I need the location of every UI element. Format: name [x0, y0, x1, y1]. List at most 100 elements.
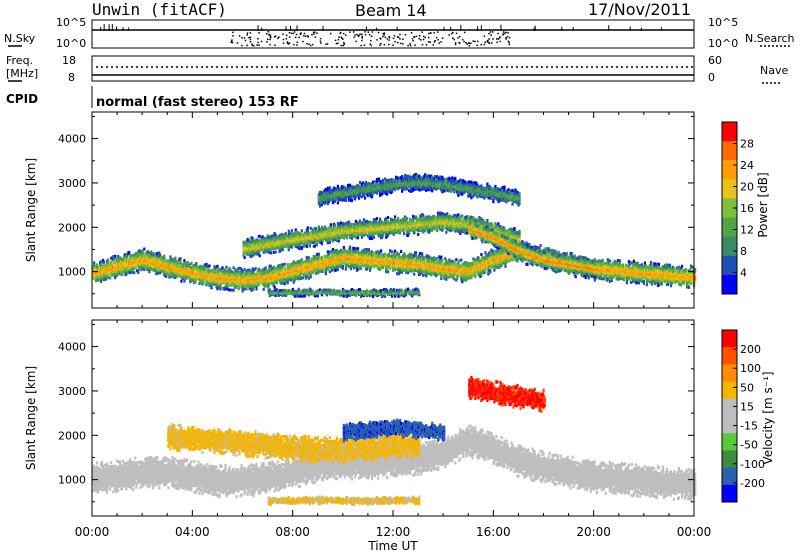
station-title: Unwin (fitACF) — [92, 0, 227, 19]
nsearch-dot — [257, 42, 259, 44]
nsearch-dot — [449, 34, 451, 36]
nsearch-dot — [428, 37, 430, 39]
scatter-cell — [225, 266, 227, 269]
nsearch-dot — [473, 40, 475, 42]
nsearch-dot — [412, 40, 414, 42]
nsearch-dot — [507, 36, 509, 38]
nsearch-dot — [372, 31, 374, 33]
nsearch-dot — [383, 34, 385, 36]
nsearch-dot — [341, 45, 343, 47]
scatter-cell — [493, 269, 495, 272]
nsearch-dot — [418, 38, 420, 40]
scatter-cell — [249, 287, 251, 290]
nsearch-dot — [490, 34, 492, 36]
scatter-cell — [180, 280, 182, 283]
scatter-cell — [119, 256, 121, 259]
scatter-cell — [349, 246, 351, 249]
nsearch-dot — [250, 41, 252, 43]
freq-panel: Freq. [MHz] 18 8 60 0 Nave — [6, 54, 788, 84]
nsearch-dot — [508, 41, 510, 43]
nsearch-dot — [294, 31, 296, 33]
scatter-cell — [364, 248, 366, 251]
scatter-cell — [117, 255, 119, 258]
nsearch-dot — [452, 37, 454, 39]
scatter-cell — [302, 276, 304, 279]
nsearch-dot — [232, 35, 234, 37]
nsearch-dot — [387, 38, 389, 40]
nsearch-dot — [353, 31, 355, 33]
scatter-cell — [329, 270, 331, 273]
nsearch-dot — [402, 43, 404, 45]
nsearch-dot — [342, 38, 344, 40]
nsearch-dot — [456, 33, 458, 35]
nsearch-dot — [492, 38, 494, 40]
scatter-cell — [284, 263, 286, 266]
nsearch-dot — [250, 37, 252, 39]
nsearch-dot — [469, 43, 471, 45]
nsearch-dot — [438, 39, 440, 41]
nsearch-dot — [388, 39, 390, 41]
scatter-cell — [133, 271, 135, 274]
nsearch-dot — [407, 45, 409, 47]
nsearch-dot — [368, 31, 370, 33]
scatter-cell — [165, 275, 167, 278]
scatter-cell — [156, 252, 158, 255]
scatter-cell — [252, 267, 254, 270]
nsearch-dot — [422, 44, 424, 46]
nsearch-dot — [308, 44, 310, 46]
nsearch-dot — [251, 44, 253, 46]
scatter-cell — [426, 254, 428, 257]
nsearch-dot — [394, 41, 396, 43]
nsearch-dot — [413, 36, 415, 38]
scatter-cell — [159, 271, 161, 274]
scatter-cell — [253, 271, 255, 274]
scatter-cell — [183, 280, 185, 283]
scatter-cell — [190, 266, 192, 269]
nsearch-dot — [289, 36, 291, 38]
scatter-cell — [107, 276, 109, 279]
scatter-cell — [391, 250, 393, 253]
scatter-cell — [308, 256, 310, 259]
nsearch-dot — [433, 32, 435, 34]
nsearch-dot — [305, 36, 307, 38]
scatter-cell — [190, 262, 192, 265]
scatter-cell — [447, 276, 449, 279]
nsearch-dot — [498, 38, 500, 40]
nsearch-dot — [313, 33, 315, 35]
scatter-cell — [343, 246, 345, 249]
scatter-cell — [270, 265, 272, 268]
nsearch-dot — [428, 41, 430, 43]
nsearch-dot — [400, 43, 402, 45]
nsearch-dot — [247, 34, 249, 36]
scatter-cell — [113, 261, 115, 264]
nsearch-dot — [270, 35, 272, 37]
scatter-cell — [445, 278, 447, 281]
nsearch-dot — [349, 31, 351, 33]
nsearch-dot — [275, 36, 277, 38]
nsearch-dot — [487, 40, 489, 42]
nsky-tick-top-right: 10^5 — [708, 16, 738, 29]
scatter-cell — [300, 276, 302, 279]
nsearch-dot — [459, 36, 461, 38]
scatter-cell — [342, 265, 344, 268]
nsearch-dot — [462, 39, 464, 41]
scatter-cell — [228, 288, 230, 291]
nsearch-dot — [289, 32, 291, 34]
scatter-cell — [474, 275, 476, 278]
scatter-cell — [244, 288, 246, 291]
scatter-cell — [100, 280, 102, 283]
nsearch-dot — [313, 32, 315, 34]
nsearch-dot — [480, 44, 482, 46]
scatter-cell — [284, 282, 286, 285]
scatter-cell — [282, 263, 284, 266]
scatter-cell — [355, 247, 357, 250]
scatter-cell — [142, 251, 144, 254]
scatter-cell — [445, 259, 447, 262]
nsearch-dot — [289, 42, 291, 44]
nsearch-dot — [496, 42, 498, 44]
nsearch-dot — [440, 41, 442, 43]
nsearch-dot — [371, 45, 373, 47]
scatter-cell — [421, 270, 423, 273]
